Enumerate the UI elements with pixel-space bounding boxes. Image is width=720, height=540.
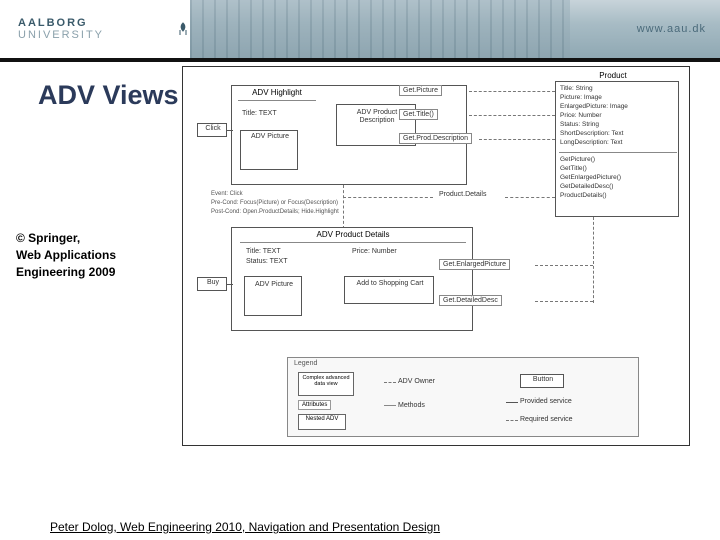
get-prod-desc-port: Get.Prod.Description	[399, 133, 472, 144]
credit-block: © Springer, Web Applications Engineering…	[16, 230, 116, 280]
legend-button-label: Button	[521, 376, 565, 383]
prod-a4: Price: Number	[560, 112, 602, 120]
adv-picture-box: ADV Picture	[240, 130, 298, 170]
legend-box: Legend Complex advanced data view Attrib…	[287, 357, 639, 437]
legend-complex: Complex advanced data view	[298, 372, 354, 396]
footer-text: Peter Dolog, Web Engineering 2010, Navig…	[50, 520, 440, 534]
prod-a7: LongDescription: Text	[560, 139, 622, 147]
adv-picture-label: ADV Picture	[244, 133, 296, 141]
slide-body: ADV Views © Springer, Web Applications E…	[0, 62, 720, 540]
prod-m1: GetPicture()	[560, 156, 595, 164]
legend-advowner: ADV Owner	[398, 378, 435, 385]
product-hdr: Product	[573, 71, 653, 80]
credit-l2: Web Applications	[16, 247, 116, 264]
product-class-box: Title: String Picture: Image EnlargedPic…	[555, 81, 679, 217]
pd-title: Title: TEXT	[246, 248, 281, 255]
prod-m4: GetDetailedDesc()	[560, 183, 613, 191]
diagram: Product ADV Highlight Title: TEXT ADV Pi…	[182, 66, 690, 446]
prod-a2: Picture: Image	[560, 94, 602, 102]
event-line: Event: Click	[211, 191, 243, 197]
postcond-line: Post-Cond: Open.ProductDetails; Hide.Hig…	[211, 209, 339, 215]
precond-line: Pre-Cond: Focus(Picture) or Focus(Descri…	[211, 200, 338, 206]
legend-methods: Methods	[398, 402, 425, 409]
pd-status: Status: TEXT	[246, 258, 288, 265]
adv-pd-title: ADV Product Details	[232, 230, 474, 239]
pd-price: Price: Number	[352, 248, 397, 255]
adv-product-details-box: ADV Product Details Title: TEXT Status: …	[231, 227, 473, 331]
legend-button-box: Button	[520, 374, 564, 388]
banner-url: www.aau.dk	[637, 23, 706, 35]
banner-photo	[190, 0, 570, 58]
product-details-label: Product.Details	[439, 191, 486, 198]
get-title-port: Get.Title()	[399, 109, 438, 120]
click-button: Click	[197, 123, 227, 137]
get-picture-port: Get.Picture	[399, 85, 442, 96]
add-to-cart-box: Add to Shopping Cart	[344, 276, 434, 304]
prod-a6: ShortDescription: Text	[560, 130, 623, 138]
legend-attributes: Attributes	[298, 400, 331, 410]
buy-button: Buy	[197, 277, 227, 291]
prod-m2: GetTitle()	[560, 165, 587, 173]
add-to-cart-label: Add to Shopping Cart	[349, 280, 431, 288]
legend-nested: Nested ADV	[298, 414, 346, 430]
get-enlarged-port: Get.EnlargedPicture	[439, 259, 510, 270]
prod-a5: Status: String	[560, 121, 599, 129]
credit-l1: © Springer,	[16, 230, 116, 247]
legend-provided: Provided service	[520, 398, 572, 405]
credit-l3: Engineering 2009	[16, 264, 116, 281]
legend-required: Required service	[520, 416, 573, 423]
banner-logo-area: AALBORG UNIVERSITY	[0, 0, 190, 58]
buy-label: Buy	[198, 279, 228, 286]
banner: AALBORG UNIVERSITY www.aau.dk	[0, 0, 720, 58]
title-text: Title: TEXT	[242, 110, 277, 117]
prod-a3: EnlargedPicture: Image	[560, 103, 628, 111]
prod-a1: Title: String	[560, 85, 593, 93]
logo-word-b: UNIVERSITY	[18, 29, 104, 41]
logo-text: AALBORG UNIVERSITY	[18, 17, 172, 41]
adv-highlight-title: ADV Highlight	[232, 88, 322, 97]
click-label: Click	[198, 125, 228, 132]
prod-m3: GetEnlargedPicture()	[560, 174, 621, 182]
get-det-desc-port: Get.DetailedDesc	[439, 295, 502, 306]
pd-picture-box: ADV Picture	[244, 276, 302, 316]
flame-icon	[176, 22, 190, 36]
logo-word-a: AALBORG	[18, 17, 88, 29]
pd-picture-label: ADV Picture	[248, 281, 300, 289]
legend-title: Legend	[294, 360, 317, 367]
prod-m5: ProductDetails()	[560, 192, 607, 200]
